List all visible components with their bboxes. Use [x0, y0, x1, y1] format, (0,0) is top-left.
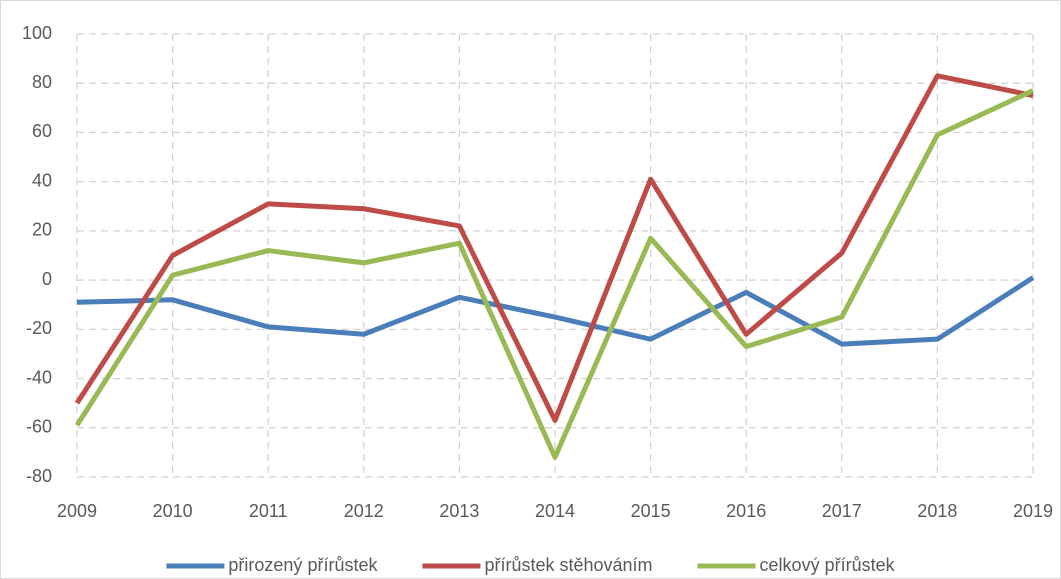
x-tick-label: 2016	[726, 501, 766, 521]
x-tick-label: 2017	[822, 501, 862, 521]
legend-label: přírůstek stěhováním	[484, 555, 652, 575]
legend-label: přirozený přírůstek	[228, 555, 378, 575]
y-tick-label: 20	[32, 220, 52, 240]
series-line	[74, 73, 1034, 423]
x-tick-label: 2011	[249, 501, 288, 521]
y-tick-label: -60	[26, 417, 52, 437]
y-tick-label: -80	[26, 466, 52, 486]
x-tick-label: 2012	[344, 501, 384, 521]
y-tick-label: 100	[22, 23, 52, 43]
x-tick-label: 2010	[153, 501, 193, 521]
y-tick-label: 60	[32, 121, 52, 141]
y-tick-label: 80	[32, 72, 52, 92]
x-tick-label: 2018	[917, 501, 957, 521]
x-tick-label: 2019	[1013, 501, 1053, 521]
x-tick-label: 2009	[57, 501, 97, 521]
y-tick-label: 40	[32, 170, 52, 190]
y-tick-label: -20	[26, 318, 52, 338]
series-line	[76, 275, 1035, 347]
series-line	[74, 88, 1035, 460]
x-tick-label: 2015	[631, 501, 671, 521]
y-tick-label: 0	[42, 269, 52, 289]
y-tick-label: -40	[26, 367, 52, 387]
legend-label: celkový přírůstek	[760, 555, 896, 575]
x-tick-label: 2014	[535, 501, 575, 521]
x-tick-label: 2013	[439, 501, 479, 521]
